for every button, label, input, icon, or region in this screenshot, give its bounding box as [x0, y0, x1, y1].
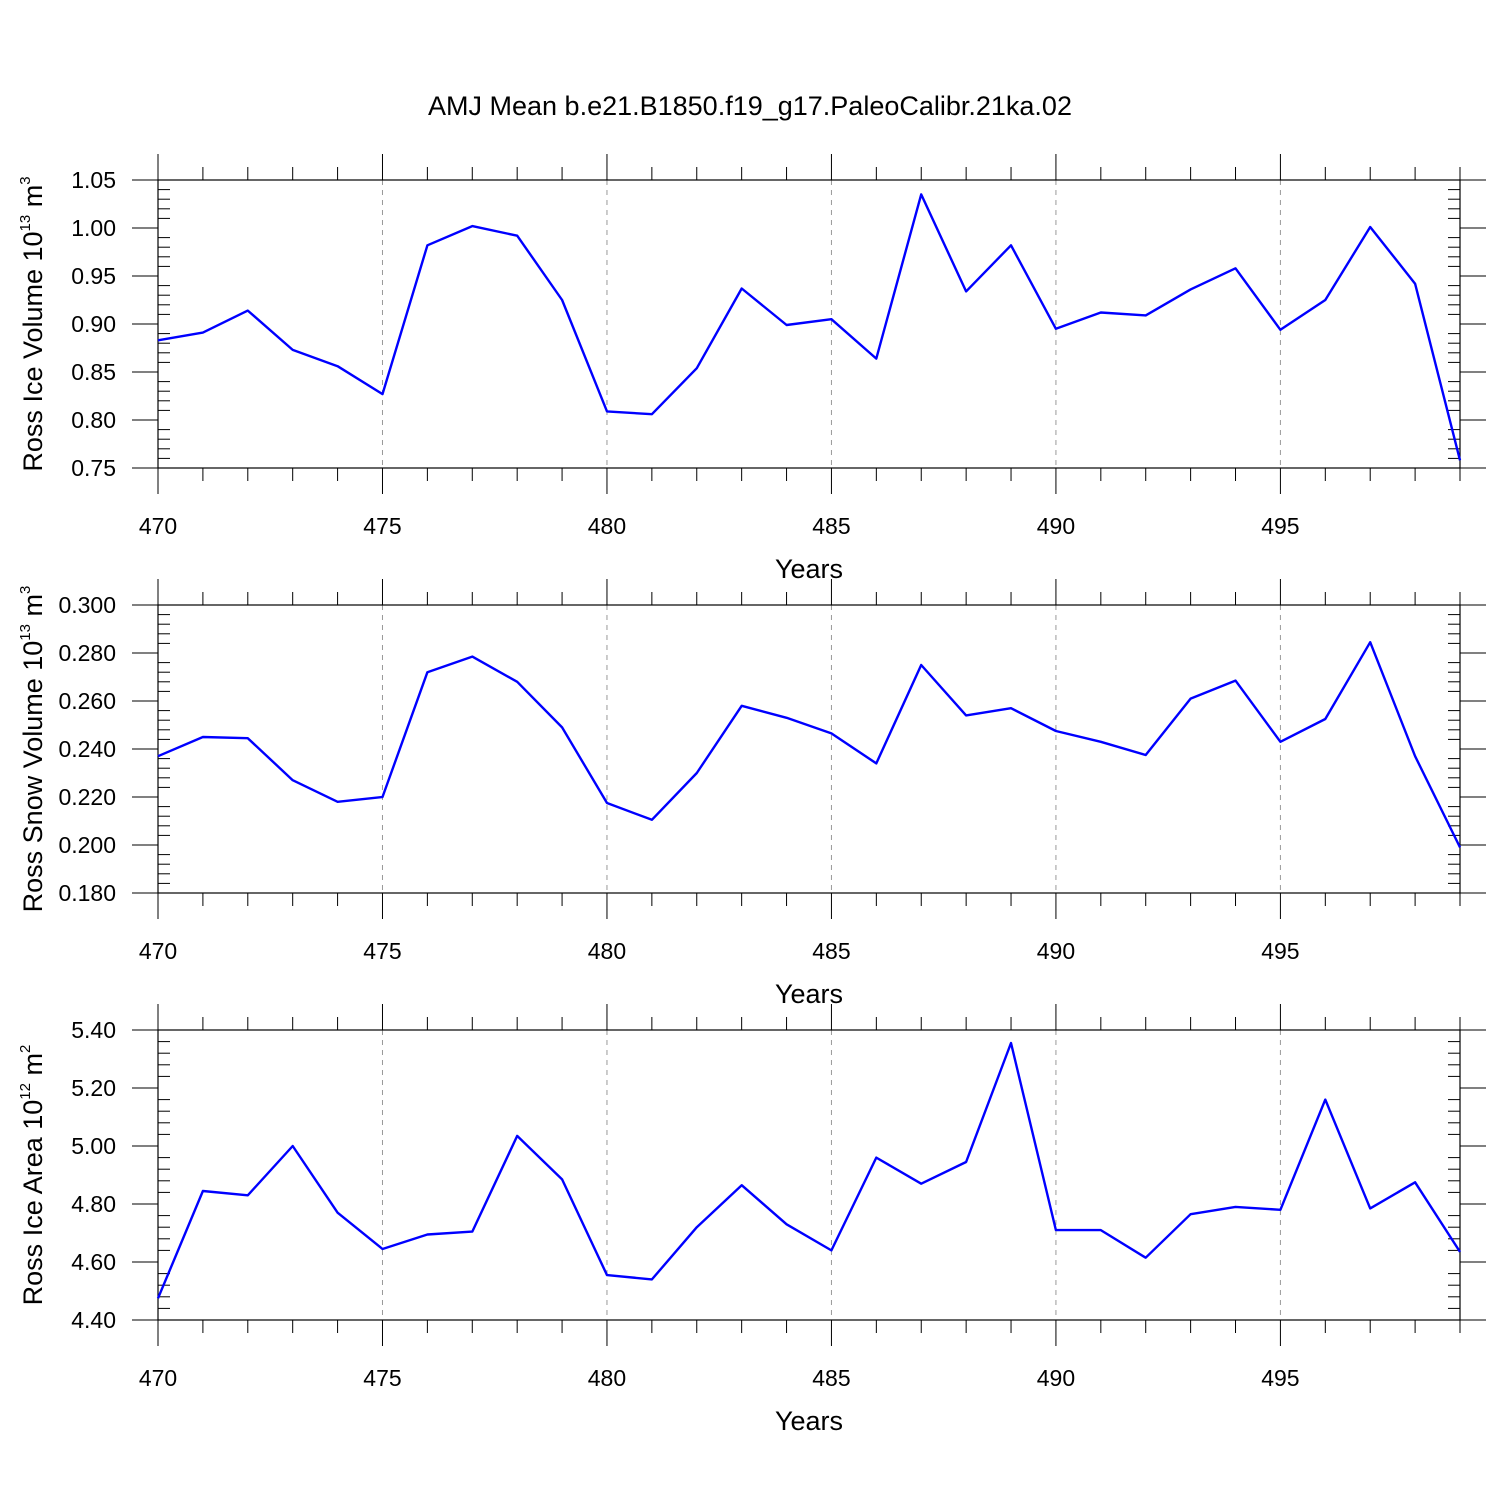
- y-tick-label: 0.180: [58, 880, 116, 906]
- x-tick-label: 495: [1261, 1365, 1299, 1391]
- y-axis-title: Ross Ice Volume 1013 m3: [17, 176, 48, 471]
- x-axis-title: Years: [775, 554, 843, 584]
- y-tick-label: 0.280: [58, 640, 116, 666]
- x-tick-label: 475: [363, 513, 401, 539]
- x-tick-label: 475: [363, 938, 401, 964]
- y-tick-label: 0.300: [58, 592, 116, 618]
- y-tick-label: 4.60: [71, 1249, 116, 1275]
- x-tick-label: 485: [812, 938, 850, 964]
- y-tick-label: 5.00: [71, 1133, 116, 1159]
- x-tick-label: 490: [1037, 513, 1075, 539]
- y-tick-label: 5.20: [71, 1075, 116, 1101]
- x-tick-label: 495: [1261, 938, 1299, 964]
- panels: 470 475 480 485 490 495 0.75 0.80 0.85 0.90 0.95 1.…: [17, 154, 1486, 1436]
- x-axis-title: Years: [775, 1406, 843, 1436]
- y-tick-label: 0.95: [71, 263, 116, 289]
- y-axis-title: Ross Snow Volume 1013 m3: [17, 586, 48, 913]
- x-tick-label: 490: [1037, 1365, 1075, 1391]
- y-axis-title-unit: m: [18, 1053, 48, 1083]
- x-tick-label: 475: [363, 1365, 401, 1391]
- plot-frame: [157, 1029, 1461, 1321]
- x-tick-label: 495: [1261, 513, 1299, 539]
- x-tick-label: 470: [139, 938, 177, 964]
- x-tick-label: 480: [588, 1365, 626, 1391]
- y-axis-title-text: Ross Snow Volume 10: [18, 641, 48, 913]
- x-tick-label: 480: [588, 513, 626, 539]
- y-axis-title-exponent: 13: [17, 215, 34, 232]
- y-axis-title-unit-exponent: 3: [17, 586, 34, 594]
- y-tick-label: 0.75: [71, 455, 116, 481]
- data-series-line: [157, 193, 1462, 461]
- figure-title: AMJ Mean b.e21.B1850.f19_g17.PaleoCalibr…: [428, 91, 1072, 121]
- x-tick-label: 470: [139, 1365, 177, 1391]
- x-tick-label: 485: [812, 513, 850, 539]
- y-axis-title-text: Ross Ice Volume 10: [18, 231, 48, 471]
- x-axis-title: Years: [775, 979, 843, 1009]
- y-tick-label: 1.00: [71, 215, 116, 241]
- y-tick-label: 0.85: [71, 359, 116, 385]
- y-tick-label: 1.05: [71, 167, 116, 193]
- y-tick-label: 0.220: [58, 784, 116, 810]
- y-axis-title-unit-exponent: 2: [17, 1045, 34, 1053]
- panel-1: 470 475 480 485 490 495 0.75 0.80 0.85 0.90 0.95 1.…: [17, 154, 1486, 584]
- plot-frame: [157, 179, 1461, 469]
- y-axis-title-exponent: 13: [17, 624, 34, 641]
- x-tick-label: 480: [588, 938, 626, 964]
- panel-3: 470 475 480 485 490 495 4.40 4.60 4.80 5.00 5.20 5.…: [17, 1004, 1486, 1436]
- y-tick-label: 0.80: [71, 407, 116, 433]
- y-tick-label: 0.200: [58, 832, 116, 858]
- y-axis-title-exponent: 12: [17, 1083, 34, 1100]
- plot-frame: [157, 604, 1461, 894]
- y-axis-title: Ross Ice Area 1012 m2: [17, 1045, 48, 1306]
- y-tick-label: 5.40: [71, 1017, 116, 1043]
- y-tick-label: 4.80: [71, 1191, 116, 1217]
- y-axis-title-unit: m: [18, 185, 48, 215]
- y-tick-label: 0.260: [58, 688, 116, 714]
- y-axis-title-unit-exponent: 3: [17, 176, 34, 184]
- y-tick-label: 0.240: [58, 736, 116, 762]
- y-tick-label: 0.90: [71, 311, 116, 337]
- x-tick-label: 470: [139, 513, 177, 539]
- x-tick-label: 490: [1037, 938, 1075, 964]
- y-axis-title-text: Ross Ice Area 10: [18, 1100, 48, 1306]
- x-tick-label: 485: [812, 1365, 850, 1391]
- data-series-line: [156, 1041, 1462, 1299]
- y-tick-label: 4.40: [71, 1307, 116, 1333]
- y-axis-title-unit: m: [18, 594, 48, 624]
- panel-2: 470 475 480 485 490 495 0.180 0.200 0.220 0.240 0.…: [17, 579, 1486, 1009]
- data-series-line: [157, 641, 1462, 848]
